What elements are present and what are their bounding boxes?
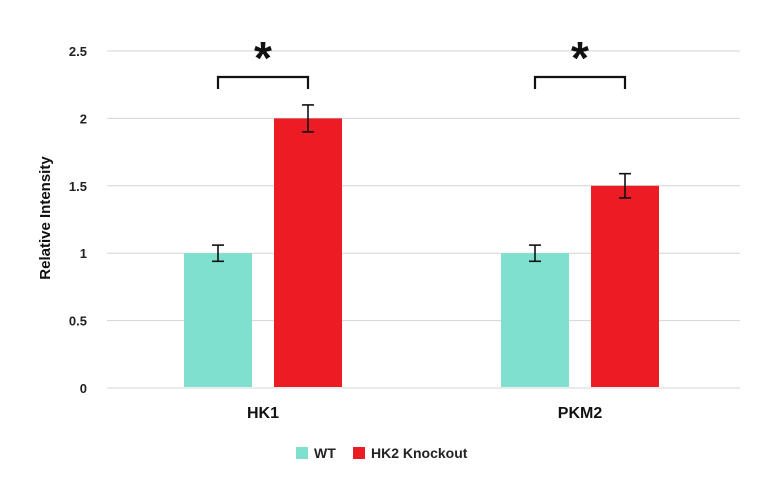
significance-bracket [216,75,310,89]
legend-swatch [353,447,365,459]
significance-annotations: * * [216,32,627,89]
bar-wt [184,253,252,387]
y-tick-label: 2.5 [69,44,87,59]
bar-hk2-knockout [591,185,659,387]
bar-wt [501,253,569,387]
y-tick-label: 2 [80,111,87,126]
x-category-label: PKM2 [558,405,603,422]
legend-label: HK2 Knockout [371,445,468,461]
legend-swatch [296,447,308,459]
x-axis-labels: HK1 PKM2 [247,405,602,422]
significance-asterisk: * [571,32,589,84]
bars [184,118,659,388]
y-axis-ticks: 0 0.5 1 1.5 2 2.5 [69,44,87,396]
legend-label: WT [314,445,336,461]
y-tick-label: 0 [80,381,87,396]
y-tick-label: 0.5 [69,314,87,329]
y-axis-title: Relative Intensity [37,156,54,280]
x-category-label: HK1 [247,405,279,422]
y-tick-label: 1.5 [69,179,87,194]
legend: WT HK2 Knockout [296,445,468,461]
bar-hk2-knockout [274,118,342,388]
error-bars [212,104,631,263]
significance-asterisk: * [254,32,272,84]
y-tick-label: 1 [80,246,87,261]
significance-bracket [533,75,627,89]
